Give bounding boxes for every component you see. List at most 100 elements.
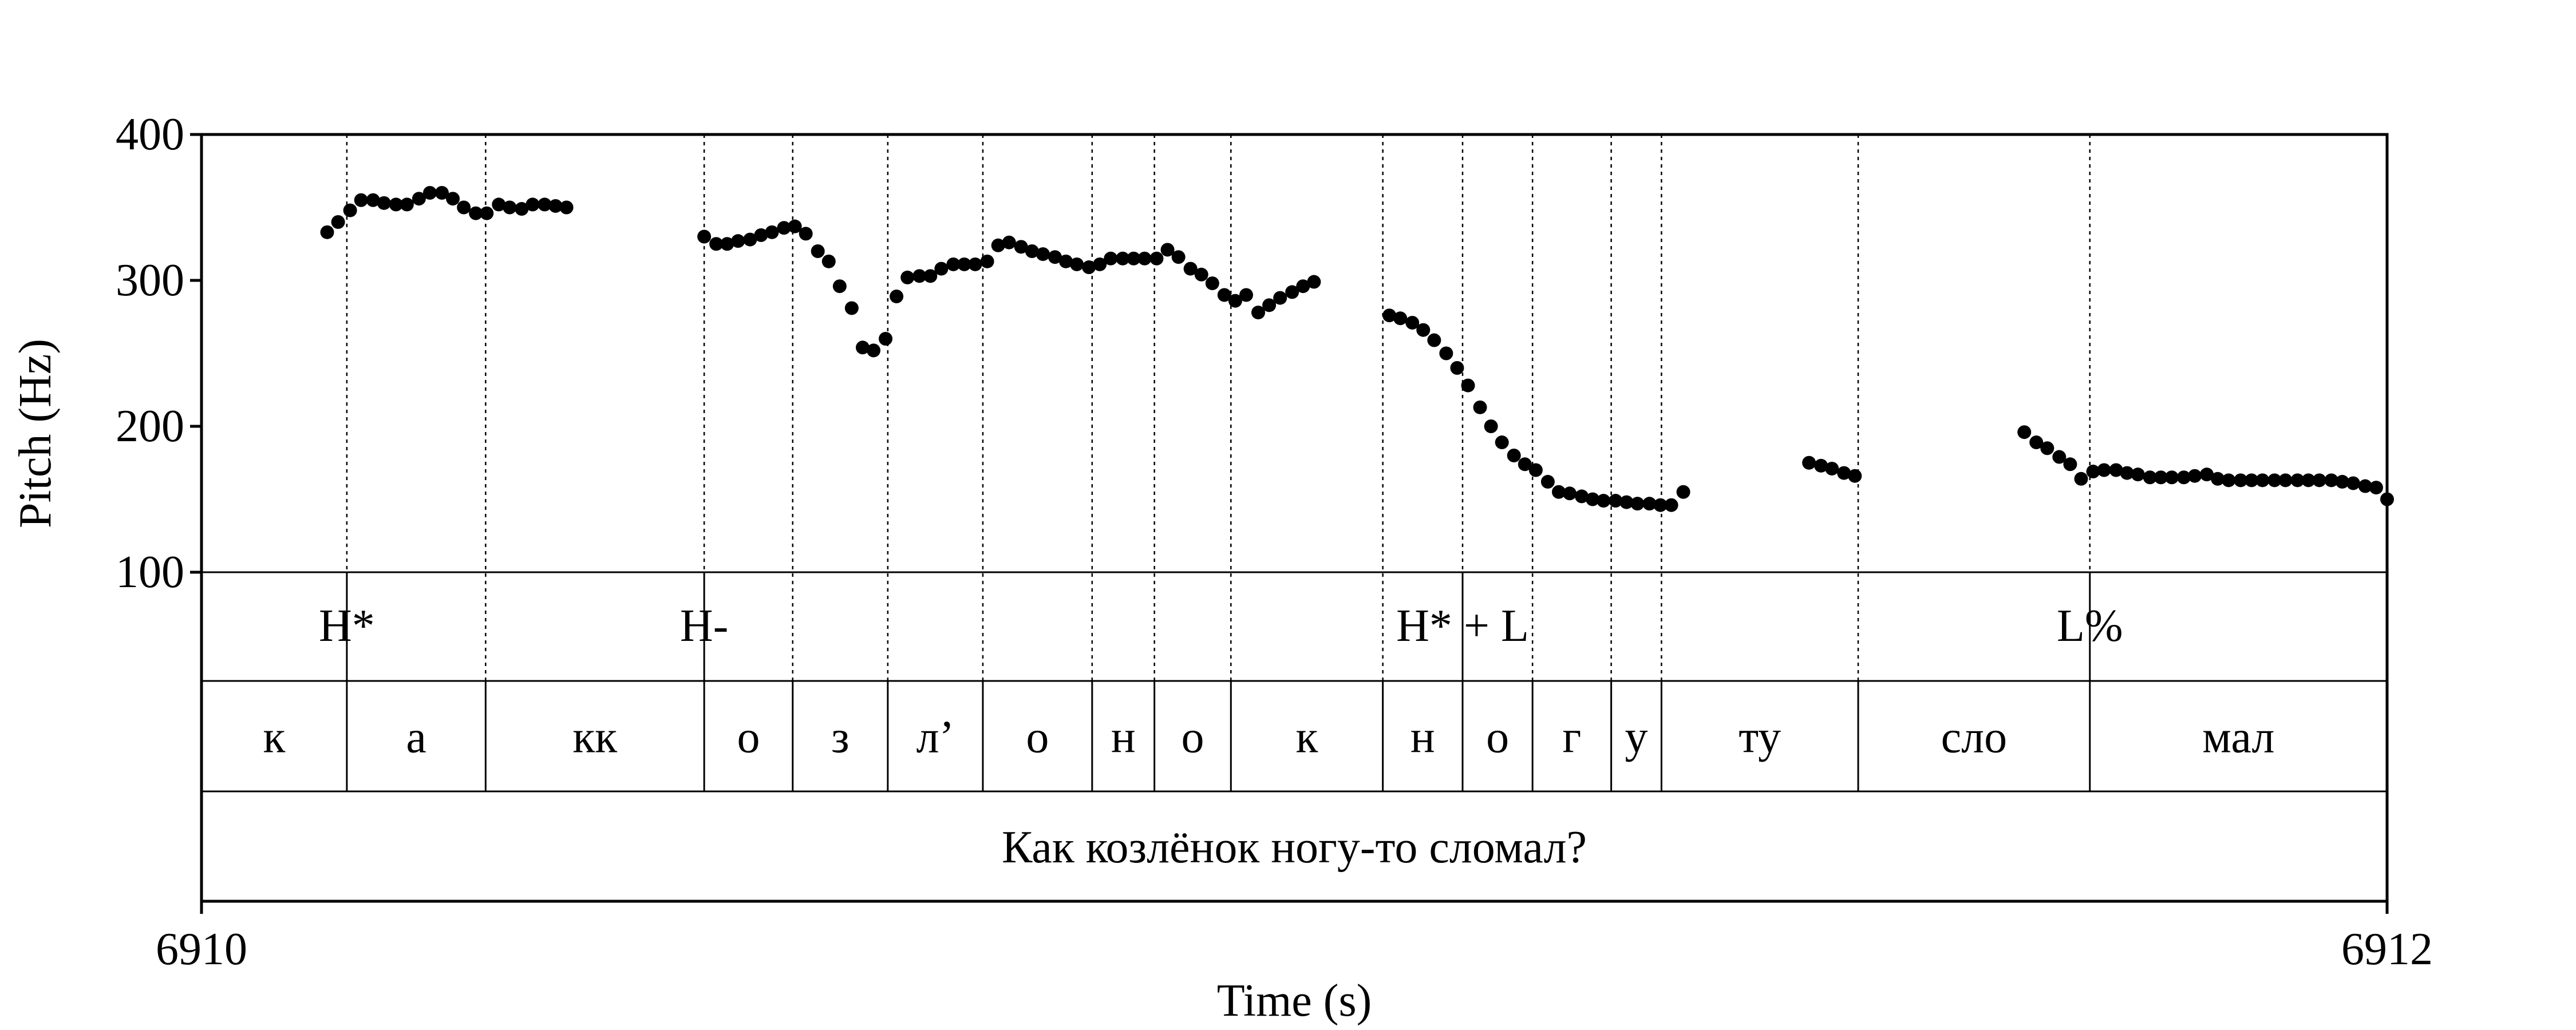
segment-label: л’ (916, 712, 955, 763)
segment-label: о (1486, 712, 1509, 763)
pitch-point (366, 193, 380, 207)
pitch-point (2255, 473, 2270, 488)
pitch-point (2290, 473, 2305, 488)
pitch-point (1609, 494, 1623, 508)
pitch-point (400, 197, 414, 212)
pitch-point (991, 238, 1005, 252)
pitch-point (1393, 311, 1408, 326)
pitch-point (1653, 498, 1668, 512)
pitch-point (422, 186, 437, 200)
pitch-point (2040, 441, 2055, 455)
pitch-point (2346, 476, 2360, 490)
pitch-point (1848, 469, 1862, 483)
x-axis-ticks: 6910 6912 (156, 901, 2433, 974)
pitch-point (1137, 251, 1152, 266)
pitch-point (2109, 463, 2123, 477)
pitch-point (389, 197, 403, 212)
pitch-point (2086, 465, 2100, 479)
pitch-point (1251, 306, 1266, 320)
pitch-point (777, 221, 791, 235)
pitch-point (1484, 419, 1498, 433)
pitch-point (1002, 235, 1016, 249)
pitch-point (1273, 291, 1287, 305)
pitch-point (503, 200, 517, 215)
segment-label: к (263, 712, 286, 763)
pitch-point (538, 197, 552, 212)
pitch-point (2164, 470, 2179, 485)
pitch-point (1262, 298, 1277, 312)
pitch-point (2176, 470, 2191, 485)
pitch-point (1630, 497, 1645, 511)
tone-label: H- (680, 601, 728, 651)
pitch-point (1518, 457, 1532, 472)
pitch-point (1586, 492, 1600, 506)
pitch-point (1048, 250, 1062, 264)
pitch-point (2278, 473, 2293, 488)
pitch-point (1217, 288, 1231, 302)
pitch-point (799, 227, 813, 241)
pitch-point (1014, 240, 1028, 254)
x-tick-label: 6910 (156, 924, 247, 974)
pitch-point (1575, 489, 1589, 504)
pitch-point (377, 196, 391, 210)
segment-label: а (406, 712, 426, 763)
pitch-point (2029, 435, 2044, 450)
pitch-point (515, 202, 529, 216)
pitch-point (354, 193, 368, 207)
pitch-point (412, 192, 426, 206)
y-tick-label: 100 (116, 547, 184, 597)
pitch-point (1450, 361, 1464, 375)
pitch-point (2131, 468, 2145, 482)
pitch-point (1619, 495, 1634, 509)
segment-label: мал (2202, 712, 2274, 763)
segment-label: о (737, 712, 760, 763)
pitch-point (934, 262, 949, 276)
pitch-point (2312, 473, 2326, 488)
pitch-point (1676, 485, 1690, 499)
pitch-point (457, 200, 471, 215)
pitch-point (743, 232, 757, 247)
plot-border (200, 133, 2389, 903)
tone-label: L% (2057, 601, 2123, 651)
pitch-point (1183, 262, 1198, 276)
segment-label: у (1625, 712, 1648, 763)
pitch-point (2188, 469, 2202, 483)
pitch-point (1563, 486, 1577, 501)
pitch-point (548, 199, 563, 213)
pitch-point (2267, 473, 2282, 488)
pitch-point (844, 301, 859, 315)
segment-label: н (1411, 712, 1435, 763)
pitch-point (2143, 470, 2157, 485)
pitch-point (1104, 251, 1118, 266)
sentence-label: Как козлёнок ногу-то сломал? (1002, 822, 1587, 873)
x-tick-label: 6912 (2341, 924, 2433, 974)
pitch-point (832, 279, 847, 294)
pitch-point (1405, 315, 1420, 330)
segment-tier: к а кк о з л’ о н о к н о г у ту сло мал (263, 681, 2274, 791)
pitch-point (1837, 466, 1851, 480)
pitch-point (1439, 346, 1453, 360)
pitch-point (1205, 276, 1219, 291)
pitch-point (2324, 473, 2338, 488)
pitch-point (2063, 457, 2077, 472)
pitch-point (720, 237, 734, 251)
pitch-point (320, 225, 334, 239)
segment-label: з (831, 712, 850, 763)
pitch-point (1461, 378, 1475, 393)
plot-frame (200, 133, 2389, 903)
boundary-lines (346, 134, 2091, 681)
y-tick-label: 200 (116, 401, 184, 451)
pitch-point (1382, 308, 1397, 323)
segment-label: о (1181, 712, 1204, 763)
pitch-point (2222, 473, 2236, 488)
pitch-point (946, 257, 961, 271)
tone-label: H* + L (1396, 601, 1529, 651)
pitch-point (1116, 251, 1130, 266)
pitch-point (526, 197, 540, 212)
pitch-point (446, 192, 460, 206)
pitch-point (343, 203, 357, 217)
pitch-point (492, 197, 506, 212)
pitch-point (1307, 275, 1321, 289)
pitch-point (923, 269, 938, 283)
pitch-point (1127, 251, 1141, 266)
